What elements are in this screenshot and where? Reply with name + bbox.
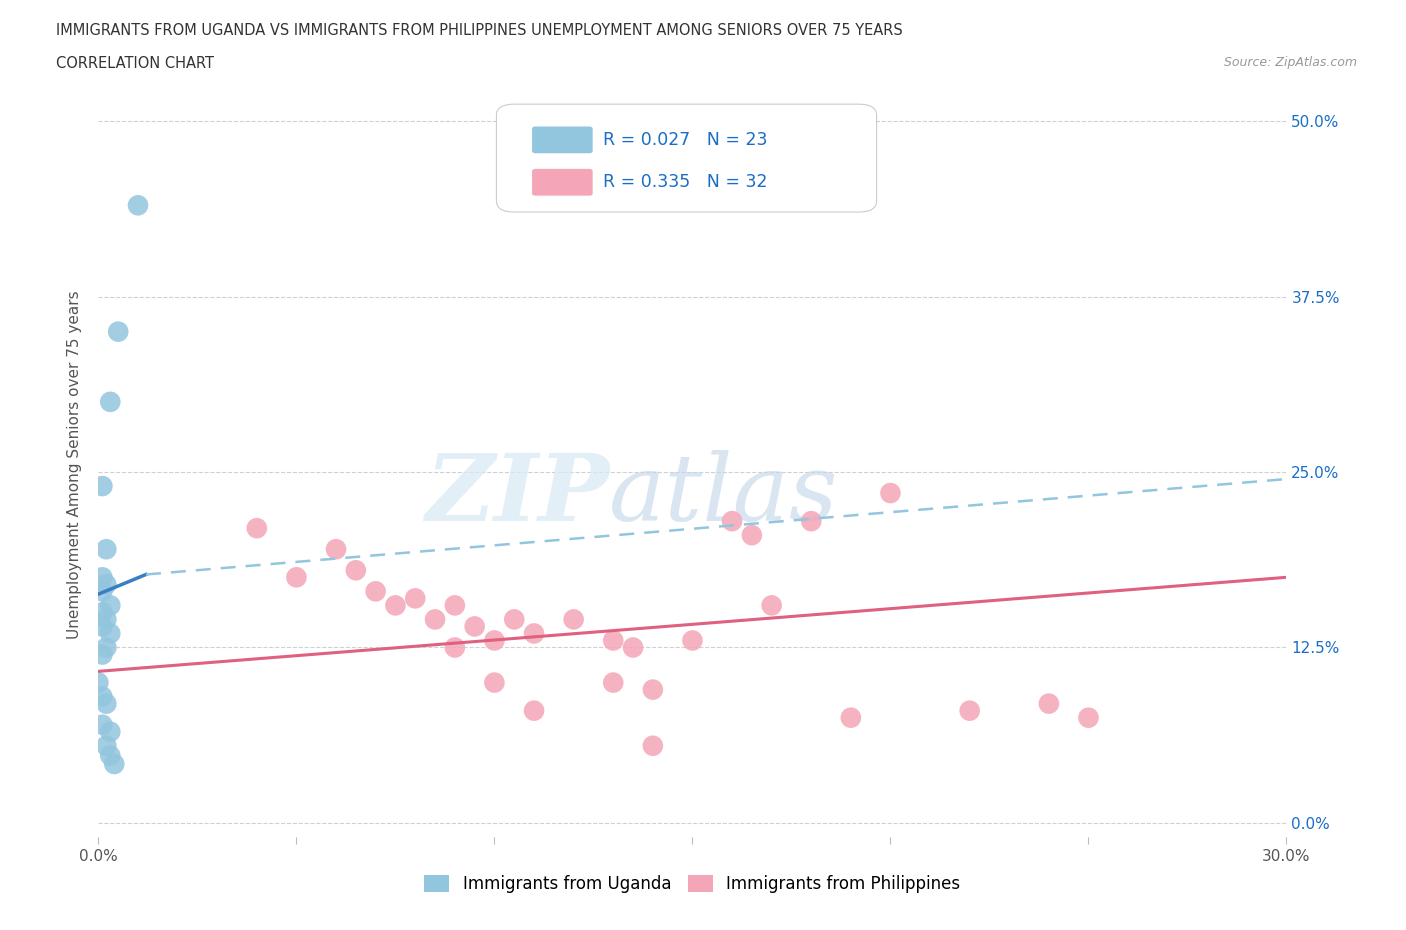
Text: ZIP: ZIP — [425, 450, 609, 539]
Point — [96, 640, 118, 655]
Y-axis label: Unemployment Among Seniors over 75 years: Unemployment Among Seniors over 75 years — [67, 291, 83, 639]
Text: R = 0.027   N = 23: R = 0.027 N = 23 — [603, 131, 768, 149]
Text: IMMIGRANTS FROM UGANDA VS IMMIGRANTS FROM PHILIPPINES UNEMPLOYMENT AMONG SENIORS: IMMIGRANTS FROM UGANDA VS IMMIGRANTS FRO… — [56, 23, 903, 38]
Point — [98, 748, 121, 763]
Point — [91, 689, 114, 704]
Point — [562, 612, 585, 627]
Point — [839, 711, 862, 725]
Point — [641, 738, 664, 753]
Point — [91, 717, 114, 732]
Point — [96, 697, 118, 711]
Point — [444, 640, 467, 655]
Text: atlas: atlas — [609, 450, 839, 539]
Point — [879, 485, 901, 500]
Point — [602, 633, 624, 648]
Point — [98, 724, 121, 739]
Point — [1077, 711, 1099, 725]
Point — [721, 513, 744, 528]
Point — [423, 612, 446, 627]
Point — [246, 521, 269, 536]
Point — [344, 563, 367, 578]
Point — [91, 570, 114, 585]
Point — [285, 570, 308, 585]
Legend: Immigrants from Uganda, Immigrants from Philippines: Immigrants from Uganda, Immigrants from … — [418, 868, 967, 899]
Point — [127, 198, 149, 213]
Point — [484, 675, 506, 690]
Point — [761, 598, 783, 613]
Point — [523, 703, 546, 718]
Point — [621, 640, 644, 655]
FancyBboxPatch shape — [496, 104, 876, 212]
Point — [91, 584, 114, 599]
Point — [503, 612, 526, 627]
Point — [741, 527, 763, 542]
Point — [602, 675, 624, 690]
Point — [98, 626, 121, 641]
FancyBboxPatch shape — [531, 126, 593, 153]
Point — [464, 619, 486, 634]
Point — [96, 612, 118, 627]
Point — [91, 647, 114, 662]
Point — [98, 598, 121, 613]
Point — [959, 703, 981, 718]
Point — [641, 683, 664, 698]
Point — [87, 675, 110, 690]
Point — [384, 598, 406, 613]
Point — [91, 479, 114, 494]
Point — [523, 626, 546, 641]
Point — [1038, 697, 1060, 711]
Point — [444, 598, 467, 613]
Point — [96, 542, 118, 557]
Text: CORRELATION CHART: CORRELATION CHART — [56, 56, 214, 71]
Point — [107, 325, 129, 339]
Text: Source: ZipAtlas.com: Source: ZipAtlas.com — [1223, 56, 1357, 69]
Point — [404, 591, 426, 605]
Point — [800, 513, 823, 528]
Point — [91, 604, 114, 619]
Point — [96, 738, 118, 753]
Point — [98, 394, 121, 409]
Text: R = 0.335   N = 32: R = 0.335 N = 32 — [603, 173, 768, 192]
Point — [682, 633, 704, 648]
Point — [484, 633, 506, 648]
Point — [103, 757, 125, 772]
FancyBboxPatch shape — [531, 169, 593, 195]
Point — [91, 619, 114, 634]
Point — [96, 577, 118, 591]
Point — [325, 542, 347, 557]
Point — [364, 584, 387, 599]
